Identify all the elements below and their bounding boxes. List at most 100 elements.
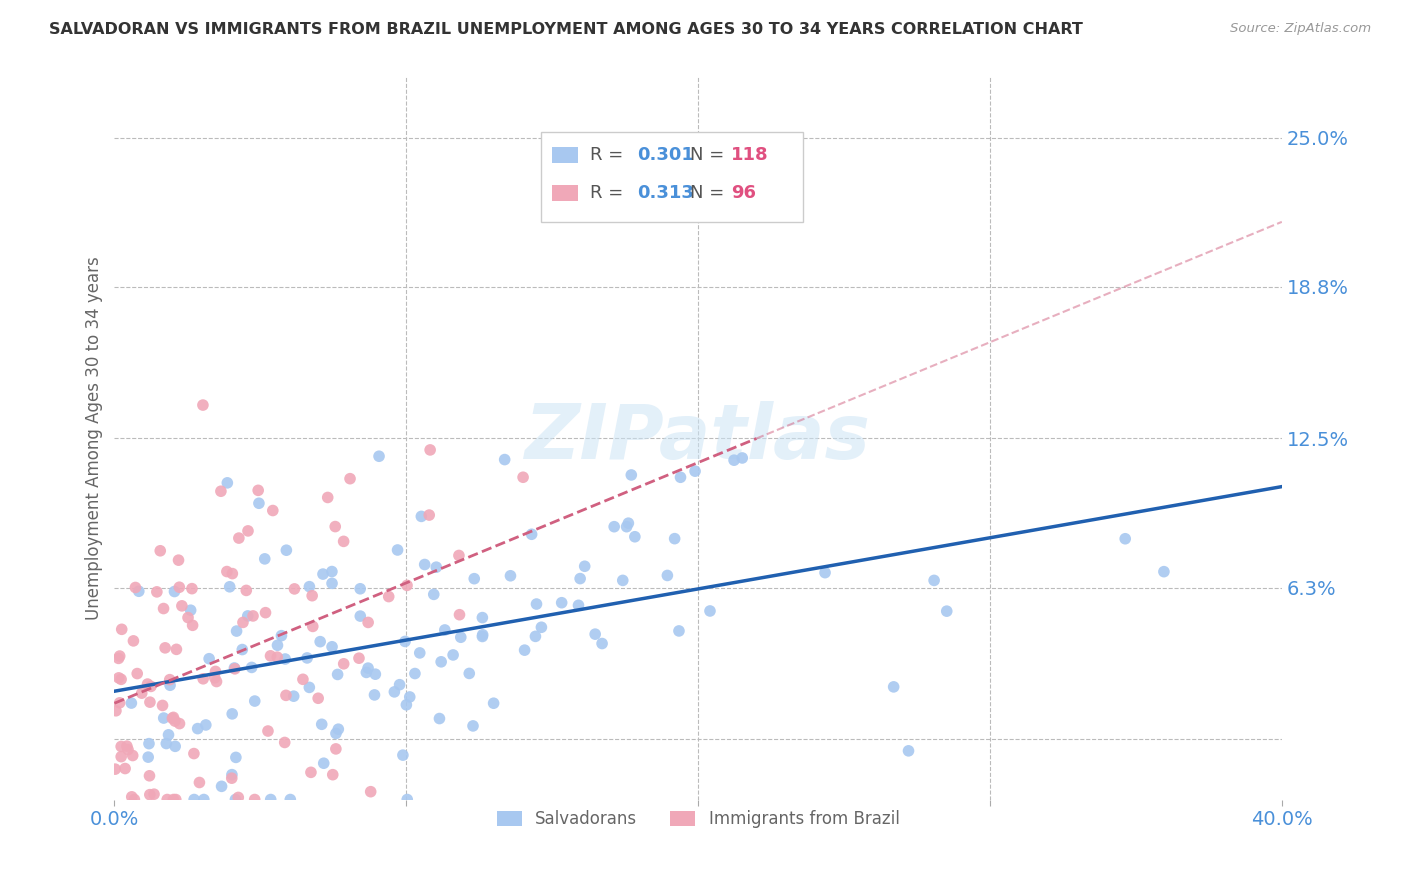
Point <box>295 651 318 665</box>
Point <box>187 722 209 736</box>
Legend: Salvadorans, Immigrants from Brazil: Salvadorans, Immigrants from Brazil <box>489 803 907 835</box>
Point <box>388 678 411 692</box>
Point <box>396 792 419 806</box>
Point <box>159 673 181 687</box>
Point <box>274 652 297 666</box>
Point <box>198 651 221 665</box>
Point <box>136 750 159 764</box>
Point <box>124 581 146 595</box>
Point <box>471 628 494 642</box>
Point <box>425 560 447 574</box>
Point <box>513 643 536 657</box>
Point <box>152 711 174 725</box>
Point <box>204 671 226 685</box>
Point <box>162 710 184 724</box>
Point <box>221 706 243 721</box>
Point <box>291 673 314 687</box>
Point <box>360 785 382 799</box>
Text: 96: 96 <box>731 184 756 202</box>
Point <box>276 543 298 558</box>
Point <box>108 648 131 663</box>
Text: 0.301: 0.301 <box>637 146 695 164</box>
Point <box>278 792 301 806</box>
Point <box>177 610 200 624</box>
Point <box>395 578 418 592</box>
Point <box>254 606 277 620</box>
Point <box>512 470 534 484</box>
Point <box>159 678 181 692</box>
Point <box>205 674 228 689</box>
Point <box>471 630 494 644</box>
Point <box>461 719 484 733</box>
Point <box>349 609 371 624</box>
Point <box>699 604 721 618</box>
Point <box>217 475 239 490</box>
Point <box>883 680 905 694</box>
Point <box>418 508 440 522</box>
Point <box>326 667 349 681</box>
Point <box>232 615 254 630</box>
FancyBboxPatch shape <box>540 132 803 222</box>
Point <box>723 453 745 467</box>
Point <box>228 531 250 545</box>
Point <box>574 559 596 574</box>
Point <box>392 748 415 763</box>
Text: 118: 118 <box>731 146 769 164</box>
Point <box>458 666 481 681</box>
Point <box>309 634 332 648</box>
Point <box>188 775 211 789</box>
Point <box>273 735 295 749</box>
Point <box>312 756 335 771</box>
Point <box>441 648 464 662</box>
Point <box>591 636 613 650</box>
Point <box>814 566 837 580</box>
Point <box>111 623 134 637</box>
Point <box>247 483 270 498</box>
Point <box>225 750 247 764</box>
Point <box>165 739 187 754</box>
Point <box>664 532 686 546</box>
Point <box>311 717 333 731</box>
Text: R =: R = <box>589 184 628 202</box>
Point <box>411 509 433 524</box>
Point <box>235 583 257 598</box>
Point <box>364 667 387 681</box>
Point <box>152 698 174 713</box>
Point <box>266 638 288 652</box>
Point <box>266 650 288 665</box>
Point <box>482 696 505 710</box>
Point <box>429 712 451 726</box>
Point <box>583 627 606 641</box>
Point <box>163 714 186 728</box>
Point <box>731 450 754 465</box>
Point <box>413 558 436 572</box>
Point <box>349 582 371 596</box>
Point <box>243 792 266 806</box>
Point <box>149 543 172 558</box>
Point <box>316 491 339 505</box>
Point <box>257 724 280 739</box>
Point <box>347 651 370 665</box>
Point <box>231 642 253 657</box>
Point <box>433 623 456 637</box>
Point <box>146 585 169 599</box>
Point <box>121 748 143 763</box>
Point <box>139 695 162 709</box>
Point <box>128 584 150 599</box>
Point <box>139 788 162 802</box>
Point <box>321 565 343 579</box>
Point <box>236 608 259 623</box>
Point <box>307 691 329 706</box>
Point <box>191 398 214 412</box>
Point <box>322 767 344 781</box>
Point <box>332 534 354 549</box>
Point <box>524 629 547 643</box>
Point <box>114 762 136 776</box>
Text: R =: R = <box>589 146 628 164</box>
Point <box>165 642 187 657</box>
Point <box>211 780 233 794</box>
Point <box>169 716 191 731</box>
Point <box>382 685 405 699</box>
Point <box>183 747 205 761</box>
Point <box>620 467 643 482</box>
